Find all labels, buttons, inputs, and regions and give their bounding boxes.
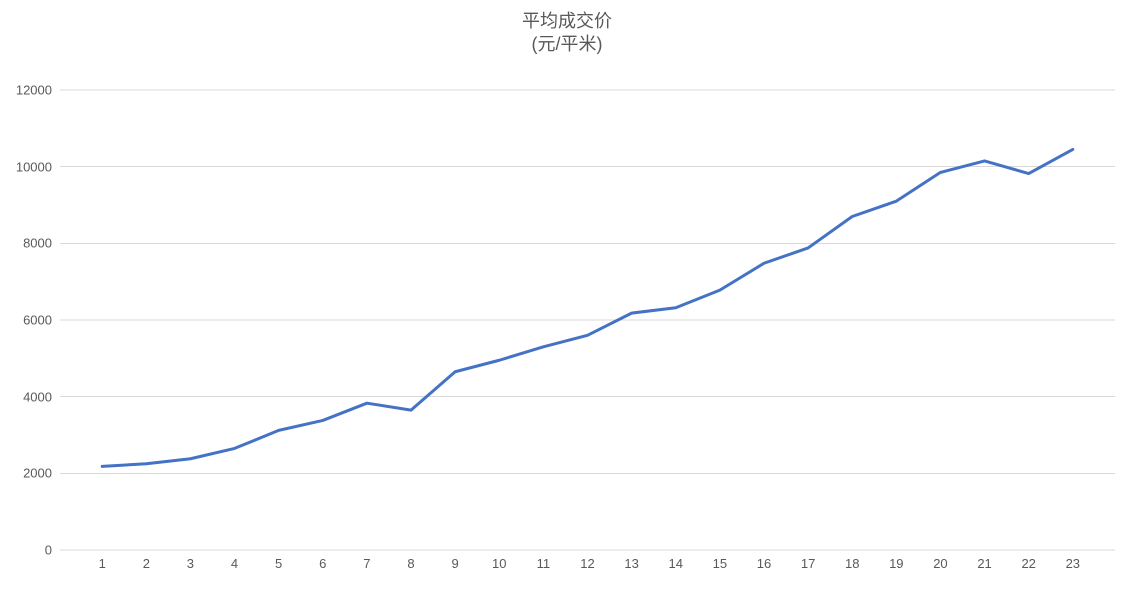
plot-svg bbox=[60, 90, 1115, 550]
x-tick-label: 10 bbox=[492, 550, 506, 571]
x-tick-label: 14 bbox=[669, 550, 683, 571]
y-tick-label: 12000 bbox=[16, 83, 60, 98]
x-tick-label: 5 bbox=[275, 550, 282, 571]
x-tick-label: 16 bbox=[757, 550, 771, 571]
x-tick-label: 9 bbox=[452, 550, 459, 571]
y-tick-label: 2000 bbox=[23, 466, 60, 481]
chart-title-line2: (元/平米) bbox=[0, 33, 1134, 56]
x-tick-label: 19 bbox=[889, 550, 903, 571]
x-tick-label: 22 bbox=[1021, 550, 1035, 571]
series-line-avg-price bbox=[102, 149, 1073, 466]
plot-area: 0200040006000800010000120001234567891011… bbox=[60, 90, 1115, 550]
x-tick-label: 11 bbox=[537, 550, 551, 571]
x-tick-label: 8 bbox=[407, 550, 414, 571]
x-tick-label: 18 bbox=[845, 550, 859, 571]
x-tick-label: 4 bbox=[231, 550, 238, 571]
x-tick-label: 2 bbox=[143, 550, 150, 571]
x-tick-label: 12 bbox=[580, 550, 594, 571]
y-tick-label: 8000 bbox=[23, 236, 60, 251]
x-tick-label: 1 bbox=[99, 550, 106, 571]
x-tick-label: 3 bbox=[187, 550, 194, 571]
chart-title-line1: 平均成交价 bbox=[0, 10, 1134, 33]
y-tick-label: 6000 bbox=[23, 313, 60, 328]
chart-container: 平均成交价 (元/平米) 020004000600080001000012000… bbox=[0, 0, 1134, 594]
y-tick-label: 10000 bbox=[16, 159, 60, 174]
x-tick-label: 21 bbox=[977, 550, 991, 571]
x-tick-label: 23 bbox=[1066, 550, 1080, 571]
x-tick-label: 15 bbox=[713, 550, 727, 571]
x-tick-label: 6 bbox=[319, 550, 326, 571]
y-tick-label: 0 bbox=[45, 543, 60, 558]
x-tick-label: 13 bbox=[624, 550, 638, 571]
y-tick-label: 4000 bbox=[23, 389, 60, 404]
chart-title: 平均成交价 (元/平米) bbox=[0, 10, 1134, 57]
x-tick-label: 17 bbox=[801, 550, 815, 571]
x-tick-label: 7 bbox=[363, 550, 370, 571]
x-tick-label: 20 bbox=[933, 550, 947, 571]
